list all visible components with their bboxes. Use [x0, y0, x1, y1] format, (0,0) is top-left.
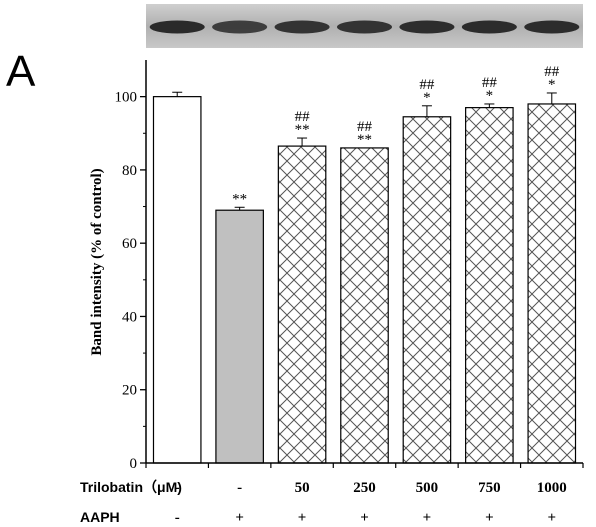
condition-row-aaph: - + + + + + +	[175, 510, 556, 526]
y-tick-label: 0	[130, 456, 138, 472]
error-bars	[172, 91, 557, 211]
condition-cell: +	[548, 510, 557, 526]
condition-cell: -	[175, 480, 180, 496]
significance-marker: *	[548, 77, 556, 93]
bars	[152, 96, 577, 464]
significance-marker: ##	[482, 75, 498, 91]
bar	[465, 107, 514, 464]
significance-marker: ##	[357, 119, 373, 135]
condition-cell: +	[235, 510, 244, 526]
significance-marker: **	[357, 132, 372, 148]
y-tick-label: 80	[122, 163, 137, 179]
blot-band	[524, 20, 580, 34]
bar	[152, 96, 202, 464]
x-axis	[145, 462, 584, 468]
significance-marker: ##	[295, 109, 311, 125]
condition-row-trilobatin: - - 50 250 500 750 1000	[175, 480, 567, 496]
condition-cell: 1000	[537, 480, 567, 496]
significance-marker: **	[295, 122, 310, 138]
blot-band	[336, 20, 393, 34]
condition-cell: +	[298, 510, 307, 526]
condition-cell: 250	[353, 480, 376, 496]
western-blot-strip	[146, 4, 583, 48]
condition-cell: +	[360, 510, 369, 526]
blot-band	[212, 20, 268, 34]
condition-cell: -	[175, 510, 180, 526]
bar	[527, 103, 577, 464]
y-ticks: 0 20 40 60 80 100	[115, 90, 146, 472]
blot-band	[399, 20, 455, 34]
significance-marker: ##	[419, 77, 435, 93]
y-tick-label: 20	[122, 383, 137, 399]
significance-annotations: **##** ##**##*##*##*	[232, 64, 560, 207]
blot-bands	[149, 20, 580, 34]
significance-marker: **	[232, 191, 247, 207]
condition-cell: +	[423, 510, 432, 526]
condition-cell: 750	[478, 480, 501, 496]
significance-marker: *	[423, 90, 431, 106]
condition-cell: 500	[416, 480, 439, 496]
condition-table: Trilobatin（μM) AAPH - - 50 250 500 750 1000 - +…	[80, 479, 567, 526]
x-ticks	[145, 463, 584, 468]
significance-marker: *	[486, 88, 494, 104]
bar	[340, 147, 389, 464]
condition-row-label-trilobatin: Trilobatin（μM)	[80, 479, 182, 495]
condition-row-label-aaph: AAPH	[80, 509, 120, 525]
y-axis: 0 20 40 60 80 100	[115, 60, 147, 472]
y-axis-label: Band intensity (% of control)	[89, 168, 105, 355]
blot-band	[461, 20, 517, 34]
bar	[277, 145, 327, 464]
y-tick-label: 100	[115, 90, 138, 106]
bar	[215, 209, 264, 464]
significance-marker: ##	[544, 64, 560, 80]
condition-cell: 50	[295, 480, 310, 496]
blot-band	[274, 20, 330, 34]
panel-label: A	[6, 47, 36, 96]
y-tick-label: 40	[122, 309, 137, 325]
bar	[402, 116, 452, 464]
blot-band	[149, 20, 205, 34]
condition-cell: +	[485, 510, 494, 526]
y-tick-label: 60	[122, 236, 137, 252]
condition-cell: -	[237, 480, 242, 496]
